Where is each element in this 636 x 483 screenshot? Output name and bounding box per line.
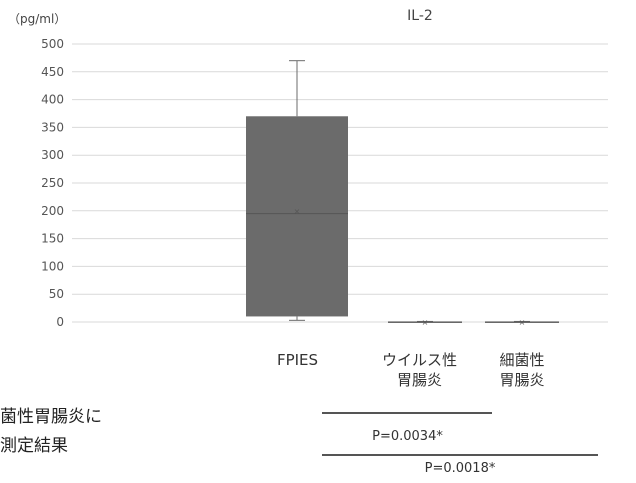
y-tick-label: 200 xyxy=(41,204,64,218)
y-tick-label: 150 xyxy=(41,232,64,246)
y-tick-label: 400 xyxy=(41,93,64,107)
p-value-label-1: P=0.0034* xyxy=(372,429,443,444)
box-plots: × × × xyxy=(246,60,559,327)
y-tick-label: 50 xyxy=(49,287,64,301)
y-tick-label: 300 xyxy=(41,148,64,162)
mean-marker: × xyxy=(294,207,301,216)
category-label-line: FPIES xyxy=(276,351,319,369)
mean-marker: × xyxy=(422,318,429,327)
y-tick-label: 450 xyxy=(41,65,64,79)
box xyxy=(246,116,348,317)
p-value-label-2: P=0.0018* xyxy=(424,461,496,476)
y-tick-label: 350 xyxy=(41,120,64,134)
y-tick-label: 250 xyxy=(41,176,64,190)
category-label-bacterial: 細菌性 胃腸炎 xyxy=(478,350,566,390)
category-label-fpies: FPIES xyxy=(255,350,340,370)
y-tick-label: 100 xyxy=(41,259,64,273)
significance-lines xyxy=(322,412,598,456)
mean-marker: × xyxy=(519,318,526,327)
category-label-viral: ウイルス性 胃腸炎 xyxy=(362,350,477,390)
y-tick-label: 0 xyxy=(56,315,64,329)
side-text-line-2: 測定結果 xyxy=(0,436,68,456)
category-label-line: 細菌性 xyxy=(499,351,545,369)
category-label-line: 胃腸炎 xyxy=(499,371,545,389)
chart-title: IL-2 xyxy=(407,8,433,24)
category-label-line: 胃腸炎 xyxy=(396,371,442,389)
y-tick-label: 500 xyxy=(41,37,64,51)
y-axis-unit-label: （pg/ml） xyxy=(8,12,67,26)
y-tick-labels: 0 50 100 150 200 250 300 350 400 450 500 xyxy=(41,37,64,329)
side-text-line-1: 菌性胃腸炎に xyxy=(0,407,102,427)
category-label-line: ウイルス性 xyxy=(381,351,457,369)
